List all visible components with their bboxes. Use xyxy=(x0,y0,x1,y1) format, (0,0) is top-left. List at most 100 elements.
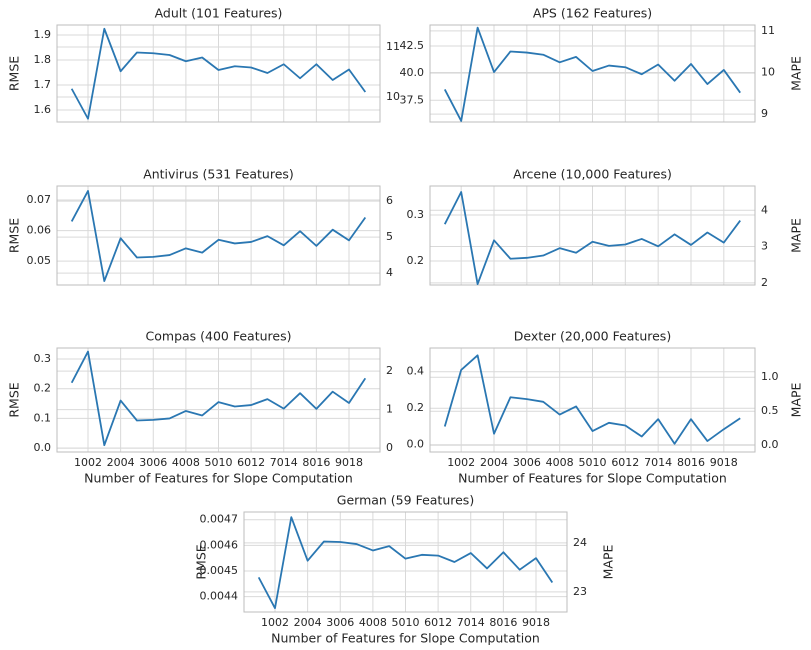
x-tick-label: 1002 xyxy=(447,456,475,469)
x-tick-label: 6012 xyxy=(237,456,265,469)
subplot: APS (162 Features) 37.5 40.0 42.5 9 10 11 MAPE xyxy=(400,6,804,123)
data-line xyxy=(70,350,367,447)
x-tick-label: 5010 xyxy=(392,616,420,629)
y2-tick-label: 24 xyxy=(573,536,587,549)
subplot-title: APS (162 Features) xyxy=(533,6,652,21)
x-tick-label: 3006 xyxy=(513,456,541,469)
x-tick-label: 3006 xyxy=(326,616,354,629)
y-tick-label: 0.0047 xyxy=(200,513,239,526)
y-tick-label: 0.3 xyxy=(407,208,425,221)
y-tick-label: 0.0046 xyxy=(200,538,239,551)
y-tick-label: 0.1 xyxy=(34,411,52,424)
x-tick-label: 4008 xyxy=(172,456,200,469)
y2-tick-label: 11 xyxy=(761,24,775,37)
y2-tick-label: 1.0 xyxy=(761,370,779,383)
x-tick-label: 9018 xyxy=(710,456,738,469)
y-tick-label: 0.2 xyxy=(407,254,425,267)
y-tick-label: 0.2 xyxy=(34,382,52,395)
y2-tick-label: 2 xyxy=(386,364,393,377)
y-tick-label: 0.05 xyxy=(27,254,52,267)
y2-tick-label: 10 xyxy=(761,65,775,78)
y2-tick-label: 11 xyxy=(386,40,400,53)
x-tick-label: 7014 xyxy=(270,456,298,469)
y-axis-label: RMSE xyxy=(7,382,22,417)
x-axis-label: Number of Features for Slope Computation xyxy=(458,471,727,486)
x-tick-label: 2004 xyxy=(294,616,322,629)
y2-tick-label: 23 xyxy=(573,585,587,598)
y2-tick-label: 4 xyxy=(386,266,393,279)
plot-frame xyxy=(56,24,381,123)
data-line xyxy=(70,189,367,282)
y2-tick-label: 0 xyxy=(386,441,393,454)
x-tick-label: 8016 xyxy=(677,456,705,469)
subplot-title: Antivirus (531 Features) xyxy=(143,167,294,182)
y2-tick-label: 4 xyxy=(761,203,768,216)
x-tick-label: 1002 xyxy=(261,616,289,629)
subplot-title: Dexter (20,000 Features) xyxy=(514,329,671,344)
x-tick-label: 7014 xyxy=(457,616,485,629)
y-tick-label: 0.0 xyxy=(407,438,425,451)
data-line xyxy=(70,27,367,120)
y2-tick-label: 2 xyxy=(761,276,768,289)
y2-tick-label: 6 xyxy=(386,194,393,207)
subplot: German (59 Features) 1002 2004 3006 4008 5010… xyxy=(194,493,616,646)
y2-tick-label: 9 xyxy=(761,107,768,120)
y2-tick-label: 0.5 xyxy=(761,404,779,417)
y-axis-label: RMSE xyxy=(7,56,22,91)
y-tick-label: 0.0044 xyxy=(200,590,239,603)
y-tick-label: 1.6 xyxy=(34,103,52,116)
y-tick-label: 42.5 xyxy=(400,39,425,52)
x-tick-label: 2004 xyxy=(107,456,135,469)
y-tick-label: 0.06 xyxy=(27,224,52,237)
x-tick-label: 6012 xyxy=(611,456,639,469)
plot-frame xyxy=(56,347,381,453)
y-tick-label: 37.5 xyxy=(400,93,425,106)
x-tick-label: 8016 xyxy=(489,616,517,629)
x-tick-label: 5010 xyxy=(205,456,233,469)
subplot-title: Arcene (10,000 Features) xyxy=(513,167,672,182)
y-axis-label: RMSE xyxy=(7,218,22,253)
data-line xyxy=(443,26,741,122)
y2-axis-label: MAPE xyxy=(789,218,804,253)
x-tick-label: 4008 xyxy=(546,456,574,469)
x-axis-label: Number of Features for Slope Computation xyxy=(271,631,540,646)
subplot: Dexter (20,000 Features) 1002 2004 3006 4008… xyxy=(407,329,804,486)
plot-frame xyxy=(429,185,756,286)
y-tick-label: 0.3 xyxy=(34,352,52,365)
y-tick-label: 1.8 xyxy=(34,53,52,66)
x-tick-label: 4008 xyxy=(359,616,387,629)
y-tick-label: 0.0045 xyxy=(200,564,239,577)
x-tick-label: 9018 xyxy=(522,616,550,629)
x-tick-label: 2004 xyxy=(480,456,508,469)
subplot-title: Adult (101 Features) xyxy=(155,6,283,21)
subplot: Compas (400 Features) 1002 2004 3006 4008 501… xyxy=(7,329,394,486)
subplot-title: German (59 Features) xyxy=(337,493,474,508)
y-tick-label: 0.2 xyxy=(407,401,425,414)
x-tick-label: 6012 xyxy=(424,616,452,629)
y-tick-label: 1.7 xyxy=(34,78,52,91)
y2-axis-label: MAPE xyxy=(601,545,616,580)
x-tick-label: 7014 xyxy=(644,456,672,469)
subplot: Antivirus (531 Features) 0.05 0.06 0.07 4 5 6 R… xyxy=(7,167,393,286)
data-line xyxy=(443,191,741,285)
x-tick-label: 1002 xyxy=(74,456,102,469)
data-line xyxy=(443,354,741,445)
y2-tick-label: 10 xyxy=(386,90,400,103)
y-tick-label: 0.0 xyxy=(34,441,52,454)
y-tick-label: 0.07 xyxy=(27,193,52,206)
y2-tick-label: 3 xyxy=(761,240,768,253)
plot-frame xyxy=(429,24,756,123)
y2-tick-label: 1 xyxy=(386,403,393,416)
plot-frame xyxy=(429,347,756,453)
x-tick-label: 8016 xyxy=(302,456,330,469)
x-tick-label: 5010 xyxy=(579,456,607,469)
y-tick-label: 0.4 xyxy=(407,365,425,378)
y-axis-label: RMSE xyxy=(194,544,209,579)
y2-tick-label: 0.0 xyxy=(761,438,779,451)
plot-frame xyxy=(243,511,568,613)
y2-axis-label: MAPE xyxy=(789,56,804,91)
plot-frame xyxy=(56,185,381,286)
subplot: Adult (101 Features) 1.6 1.7 1.8 1.9 10 11 RMSE xyxy=(7,6,400,123)
y2-axis-label: MAPE xyxy=(789,383,804,418)
